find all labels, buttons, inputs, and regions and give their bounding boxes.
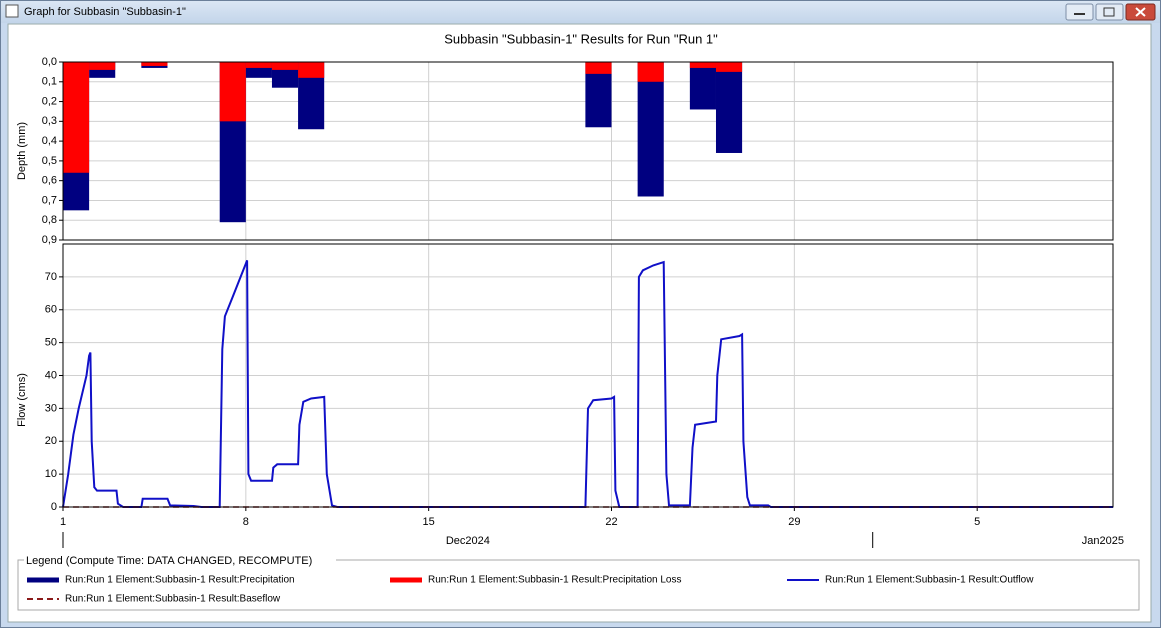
y-tick-label: 0,5: [42, 155, 57, 167]
legend-title: Legend (Compute Time: DATA CHANGED, RECO…: [26, 555, 312, 567]
month-label: Dec2024: [446, 535, 490, 547]
y-tick-label: 50: [45, 337, 57, 349]
bar: [219, 62, 246, 122]
month-label: Jan2025: [1082, 535, 1124, 547]
y-tick-label: 60: [45, 304, 57, 316]
x-tick-label: 8: [243, 516, 249, 528]
y-axis-label: Flow (cms): [16, 373, 28, 427]
line: [62, 260, 1113, 508]
y-tick-label: 70: [45, 271, 57, 283]
legend-label: Run:Run 1 Element:Subbasin-1 Result:Prec…: [428, 575, 681, 586]
y-tick-label: 0,9: [42, 234, 57, 246]
y-tick-label: 0,3: [42, 115, 57, 127]
bar: [141, 62, 168, 66]
bar: [715, 62, 743, 72]
y-tick-label: 0: [51, 501, 57, 513]
x-tick-label: 1: [60, 516, 66, 528]
x-tick-label: 5: [974, 516, 980, 528]
bar: [63, 62, 90, 173]
bar: [298, 62, 325, 78]
bar: [715, 62, 743, 153]
legend-box: [17, 559, 1140, 611]
bar: [689, 62, 716, 110]
y-tick-label: 0,2: [42, 95, 57, 107]
chart-panel: [7, 23, 1152, 623]
window-icon: [5, 4, 19, 18]
x-tick-label: 15: [423, 516, 435, 528]
y-tick-label: 0,6: [42, 175, 57, 187]
title-bar: [1, 1, 1160, 23]
y-tick-label: 0,1: [42, 76, 57, 88]
bar: [689, 62, 716, 68]
y-tick-label: 40: [45, 369, 57, 381]
bar: [637, 62, 664, 82]
bar: [89, 62, 116, 70]
y-axis-label: Depth (mm): [16, 122, 28, 180]
legend-label: Run:Run 1 Element:Subbasin-1 Result:Prec…: [65, 575, 295, 586]
y-tick-label: 20: [45, 435, 57, 447]
plot-frame: [62, 243, 1114, 508]
bar: [637, 62, 664, 197]
bar: [271, 62, 299, 70]
minimize-button[interactable]: [1065, 3, 1094, 21]
legend-label: Run:Run 1 Element:Subbasin-1 Result:Base…: [65, 594, 281, 605]
x-tick-label: 29: [788, 516, 800, 528]
y-tick-label: 0,8: [42, 214, 57, 226]
bar: [245, 62, 272, 68]
chart-title: Subbasin "Subbasin-1" Results for Run "R…: [444, 31, 718, 46]
plot-frame: [62, 61, 1114, 241]
legend-label: Run:Run 1 Element:Subbasin-1 Result:Outf…: [825, 575, 1034, 586]
y-tick-label: 10: [45, 468, 57, 480]
y-tick-label: 0,0: [42, 56, 57, 68]
window-title: Graph for Subbasin "Subbasin-1": [24, 6, 186, 18]
y-tick-label: 0,7: [42, 194, 57, 206]
x-tick-label: 22: [605, 516, 617, 528]
maximize-button[interactable]: [1095, 3, 1124, 21]
y-tick-label: 30: [45, 402, 57, 414]
bar: [585, 62, 612, 74]
y-tick-label: 0,4: [42, 135, 57, 147]
